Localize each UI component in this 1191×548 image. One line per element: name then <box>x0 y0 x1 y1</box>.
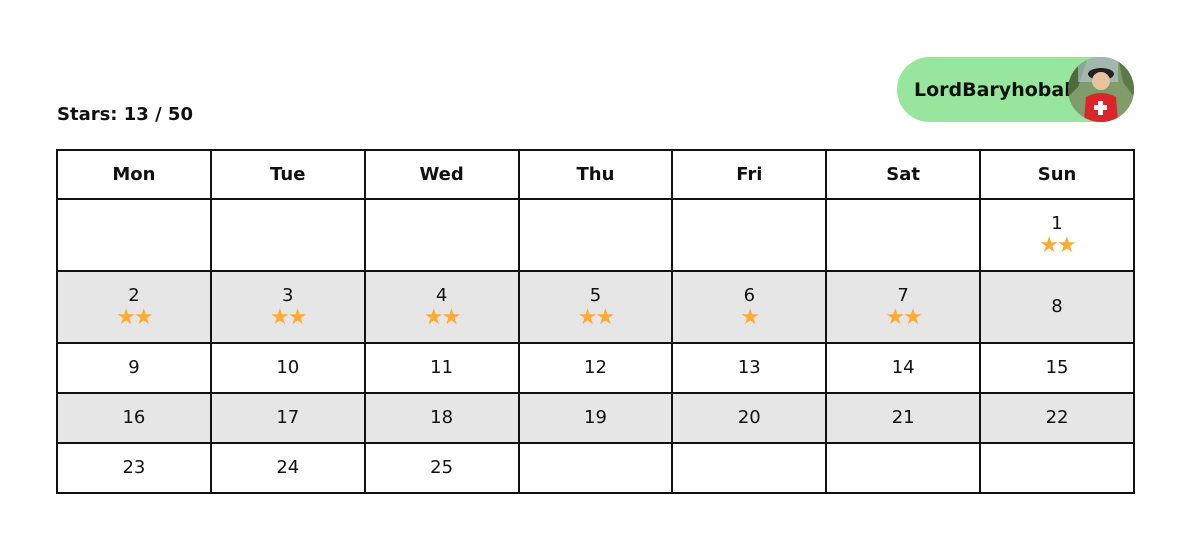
day-number: 25 <box>430 457 454 478</box>
day-number: 24 <box>276 457 300 478</box>
day-number: 16 <box>122 407 146 428</box>
weekday-header-row: Mon Tue Wed Thu Fri Sat Sun <box>56 149 1135 200</box>
day-cell[interactable]: 9 <box>56 342 212 394</box>
day-cell[interactable]: 17 <box>209 392 366 444</box>
day-cell[interactable]: 19 <box>517 392 674 444</box>
weekday-sun: Sun <box>979 149 1135 200</box>
day-number: 19 <box>584 407 607 428</box>
star-icon: ★ <box>287 305 308 330</box>
day-cell[interactable]: 8 <box>979 270 1135 344</box>
star-icon: ★ <box>423 305 444 330</box>
day-cell[interactable]: 12 <box>517 342 674 394</box>
calendar-grid: Mon Tue Wed Thu Fri Sat Sun 1 ★★ 2 ★★ 3 ★★ 4 ★★ 5 ★★ 6 ★ 7… <box>56 149 1135 494</box>
day-cell[interactable]: 22 <box>979 392 1135 444</box>
empty-cell <box>979 442 1135 494</box>
star-icon: ★ <box>595 305 615 330</box>
day-number: 5 <box>589 285 602 306</box>
star-icon: ★ <box>577 305 598 330</box>
day-cell[interactable]: 25 <box>363 442 520 494</box>
day-cell[interactable]: 4 ★★ <box>363 270 520 344</box>
day-number: 20 <box>737 407 761 428</box>
day-number: 10 <box>276 357 300 378</box>
day-number: 15 <box>1045 357 1069 378</box>
star-icon: ★ <box>740 305 760 330</box>
week-row: 23 24 25 <box>56 442 1135 494</box>
stars-earned: ★★ <box>58 307 210 329</box>
star-icon: ★ <box>441 305 462 330</box>
day-cell[interactable]: 20 <box>671 392 828 444</box>
day-cell[interactable]: 3 ★★ <box>209 270 366 344</box>
day-cell[interactable]: 24 <box>209 442 366 494</box>
stars-count: Stars: 13 / 50 <box>57 104 193 125</box>
day-cell[interactable]: 21 <box>825 392 982 444</box>
day-cell[interactable]: 11 <box>363 342 520 394</box>
empty-cell <box>363 198 520 272</box>
day-number: 18 <box>430 407 454 428</box>
star-icon: ★ <box>1039 233 1059 258</box>
day-cell[interactable]: 5 ★★ <box>517 270 674 344</box>
day-number: 3 <box>282 285 294 306</box>
username: LordBaryhobal <box>914 78 1071 101</box>
week-row: 1 ★★ <box>56 198 1135 272</box>
day-number: 8 <box>1051 296 1063 317</box>
weekday-sat: Sat <box>825 149 982 200</box>
day-number: 22 <box>1045 407 1069 428</box>
day-cell[interactable]: 14 <box>825 342 982 394</box>
stars-earned: ★ <box>673 307 825 329</box>
star-icon: ★ <box>903 305 923 330</box>
day-number: 2 <box>128 285 140 306</box>
star-icon: ★ <box>270 305 290 330</box>
day-cell[interactable]: 2 ★★ <box>56 270 212 344</box>
stars-earned: ★★ <box>827 307 979 329</box>
day-number: 14 <box>891 357 915 378</box>
day-cell[interactable]: 1 ★★ <box>979 198 1135 272</box>
empty-cell <box>56 198 212 272</box>
day-number: 1 <box>1051 213 1063 234</box>
day-number: 23 <box>122 457 146 478</box>
day-cell[interactable]: 23 <box>56 442 212 494</box>
day-cell[interactable]: 10 <box>209 342 366 394</box>
weekday-wed: Wed <box>363 149 520 200</box>
day-number: 17 <box>276 407 300 428</box>
empty-cell <box>517 198 674 272</box>
empty-cell <box>671 442 828 494</box>
empty-cell <box>825 198 982 272</box>
stars-earned: ★★ <box>212 307 364 329</box>
stars-earned: ★★ <box>520 307 672 329</box>
empty-cell <box>671 198 828 272</box>
weekday-fri: Fri <box>671 149 828 200</box>
day-cell[interactable]: 7 ★★ <box>825 270 982 344</box>
day-number: 11 <box>430 357 454 378</box>
day-number: 9 <box>128 357 140 378</box>
user-profile-button[interactable]: LordBaryhobal <box>897 57 1134 122</box>
empty-cell <box>209 198 366 272</box>
empty-cell <box>825 442 982 494</box>
empty-cell <box>517 442 674 494</box>
avatar <box>1068 57 1134 122</box>
day-number: 21 <box>891 407 915 428</box>
day-cell[interactable]: 13 <box>671 342 828 394</box>
day-number: 7 <box>897 285 909 306</box>
weekday-mon: Mon <box>56 149 212 200</box>
day-number: 13 <box>737 357 761 378</box>
star-icon: ★ <box>885 305 905 330</box>
stars-earned: ★★ <box>366 307 518 329</box>
weekday-thu: Thu <box>517 149 674 200</box>
week-row: 16 17 18 19 20 21 22 <box>56 392 1135 444</box>
week-row: 9 10 11 12 13 14 15 <box>56 342 1135 394</box>
weekday-tue: Tue <box>209 149 366 200</box>
stars-earned: ★★ <box>981 235 1133 257</box>
day-cell[interactable]: 16 <box>56 392 212 444</box>
week-row: 2 ★★ 3 ★★ 4 ★★ 5 ★★ 6 ★ 7 ★★ 8 <box>56 270 1135 344</box>
day-cell[interactable]: 6 ★ <box>671 270 828 344</box>
day-cell[interactable]: 15 <box>979 342 1135 394</box>
star-icon: ★ <box>116 305 136 330</box>
day-number: 4 <box>435 285 448 306</box>
day-cell[interactable]: 18 <box>363 392 520 444</box>
star-icon: ★ <box>1057 233 1077 258</box>
day-number: 12 <box>584 357 607 378</box>
star-icon: ★ <box>133 305 154 330</box>
day-number: 6 <box>743 285 756 306</box>
